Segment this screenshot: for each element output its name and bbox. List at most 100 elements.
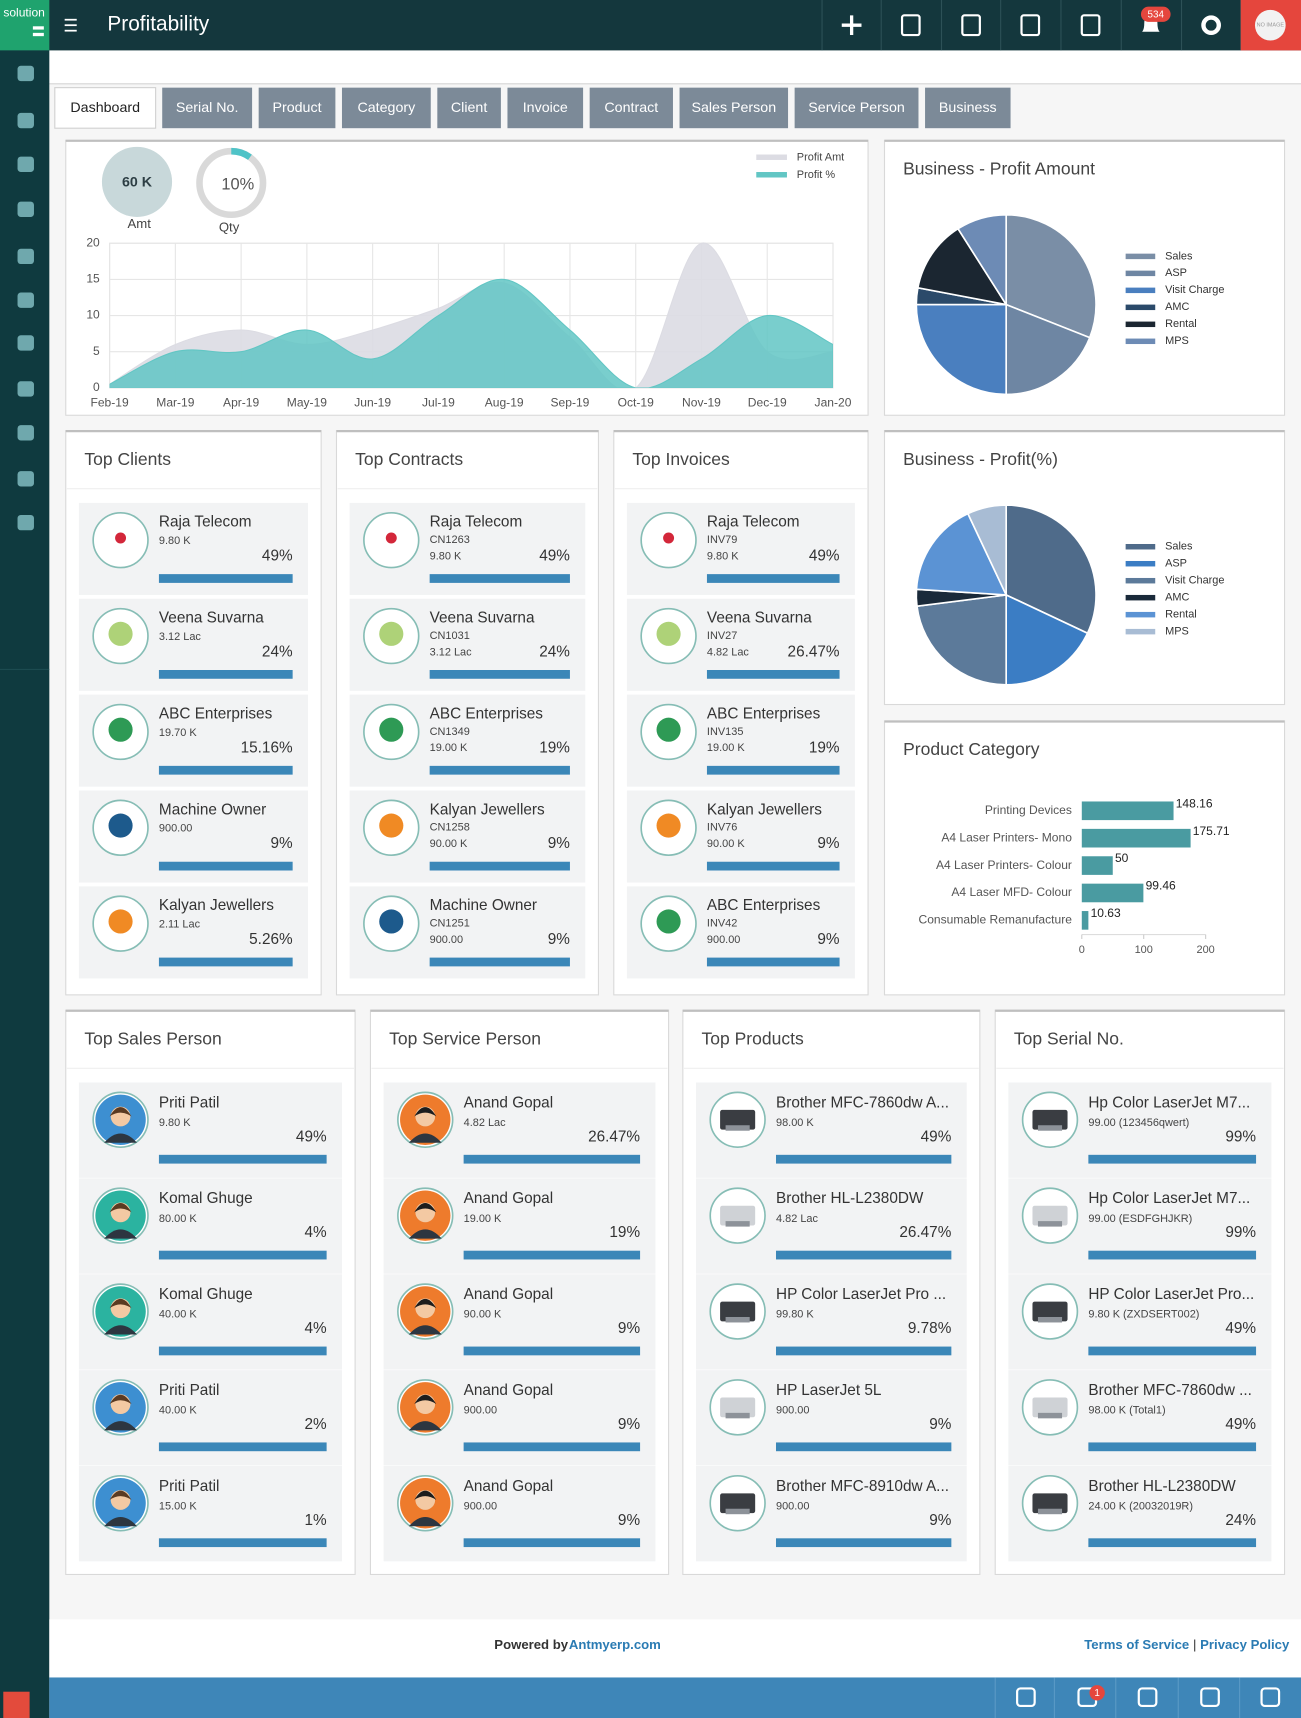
progress-bar (158, 957, 293, 967)
item-share: 9% (817, 835, 840, 852)
sidebar-icon[interactable] (17, 201, 34, 217)
item-amount: 9.80 K (159, 535, 191, 547)
sidebar-icon[interactable] (17, 425, 34, 441)
pie-charts: Business - Profit Amount Sales ASP Visit Ch… (903, 158, 1224, 686)
tab[interactable] (679, 87, 789, 129)
sidebar-icon[interactable] (17, 335, 34, 351)
item-name: ABC Enterprises (159, 705, 273, 722)
header-icon[interactable] (1020, 14, 1041, 37)
legend-swatch (1125, 577, 1156, 584)
item-name: ABC Enterprises (707, 897, 821, 914)
subheader (49, 50, 1301, 84)
tab[interactable] (437, 87, 501, 129)
tab[interactable] (162, 87, 253, 129)
avatar-body (408, 1133, 442, 1143)
item-amount: 90.00 K (707, 838, 745, 850)
header-icon[interactable] (1080, 14, 1101, 37)
item-amount: 15.00 K (159, 1500, 197, 1512)
tab[interactable] (341, 87, 431, 129)
logo-mark (32, 26, 44, 30)
logo-shape (115, 532, 127, 544)
bottom-icon[interactable] (1260, 1687, 1281, 1708)
tab[interactable] (589, 87, 673, 129)
sidebar-icon[interactable] (17, 248, 34, 265)
sidebar-icon[interactable] (17, 514, 34, 531)
item-amount: 900.00 (776, 1500, 809, 1512)
y-tick-label: 5 (93, 344, 100, 358)
bottom-icon[interactable] (1137, 1687, 1158, 1708)
icon-plus (841, 15, 862, 36)
item-amount: 900.00 (464, 1405, 497, 1417)
tab[interactable] (794, 87, 919, 129)
item-share: 19% (609, 1224, 640, 1241)
privacy-link[interactable]: Privacy Policy (1200, 1637, 1290, 1652)
tab[interactable] (258, 87, 336, 129)
progress-bar (775, 1346, 952, 1356)
item-amount: 90.00 K (464, 1309, 502, 1321)
terms-link[interactable]: Terms of Service (1084, 1637, 1189, 1652)
menu-button[interactable] (64, 18, 77, 32)
footer-link[interactable]: Antmyerp.com (569, 1637, 661, 1652)
logo-shape (108, 621, 133, 646)
bottom-icon[interactable] (1200, 1687, 1220, 1708)
panel-title: Top Invoices (632, 449, 730, 469)
icon-doc (900, 14, 921, 37)
y-tick-label: 0 (93, 380, 100, 394)
x-tick-label: Nov-19 (682, 395, 721, 409)
sidebar-icon[interactable] (17, 112, 34, 129)
tab[interactable] (925, 87, 1011, 129)
avatar (92, 799, 149, 856)
item-share: 1% (304, 1512, 327, 1529)
avatar (640, 511, 697, 569)
item-name: HP LaserJet 5L (776, 1382, 882, 1399)
corner-icon[interactable] (3, 1691, 30, 1718)
header-icon[interactable] (900, 14, 921, 37)
x-tick-label: 100 (1135, 944, 1153, 956)
sidebar (0, 50, 50, 1718)
header-icon[interactable] (961, 14, 981, 37)
legend-swatch (1125, 338, 1156, 345)
avatar (709, 1091, 766, 1148)
item-amount: 3.12 Lac (430, 646, 472, 658)
printer-tray (725, 1316, 750, 1323)
item-share: 99% (1225, 1128, 1256, 1145)
sidebar-icon[interactable] (17, 381, 34, 397)
progress-bar (1088, 1538, 1257, 1548)
item-share: 19% (809, 739, 840, 756)
sidebar-icon[interactable] (17, 156, 34, 173)
item-code: INV76 (707, 822, 737, 834)
panel-title: Top Service Person (389, 1028, 541, 1048)
tab[interactable] (507, 87, 584, 129)
header (0, 0, 1301, 51)
sidebar-icon[interactable] (17, 292, 34, 308)
avatar (709, 1379, 766, 1436)
printer-tray (1037, 1221, 1063, 1227)
item-amount: 900.00 (464, 1500, 497, 1512)
progress-bar (158, 574, 293, 583)
avatar (363, 511, 420, 569)
item-name: Kalyan Jewellers (159, 897, 274, 914)
item-amount: 24.00 K (20032019R) (1088, 1500, 1193, 1512)
item-amount: 2.11 Lac (159, 919, 201, 931)
progress-bar (1088, 1154, 1257, 1164)
header-icon[interactable] (841, 15, 862, 36)
bottom-icon[interactable] (1016, 1687, 1036, 1708)
header-icon[interactable] (1201, 15, 1221, 36)
x-tick-label: Oct-19 (618, 395, 654, 409)
avatar-body (104, 1325, 138, 1335)
avatar (397, 1187, 454, 1244)
category-label: Consumable Remanufacture (919, 913, 1073, 927)
item-amount: 90.00 K (430, 838, 468, 850)
printer-tray (1037, 1125, 1063, 1131)
item-name: Kalyan Jewellers (707, 801, 822, 818)
tab[interactable] (54, 87, 157, 129)
printer-tray (1037, 1508, 1063, 1515)
progress-bar (429, 861, 570, 871)
sidebar-icon[interactable] (17, 65, 34, 82)
item-share: 4% (304, 1320, 327, 1337)
item-name: HP Color LaserJet Pro... (1088, 1286, 1254, 1303)
sidebar-icon[interactable] (17, 471, 34, 487)
avatar (1021, 1283, 1079, 1340)
logo[interactable] (0, 0, 50, 51)
avatar (92, 1091, 149, 1148)
